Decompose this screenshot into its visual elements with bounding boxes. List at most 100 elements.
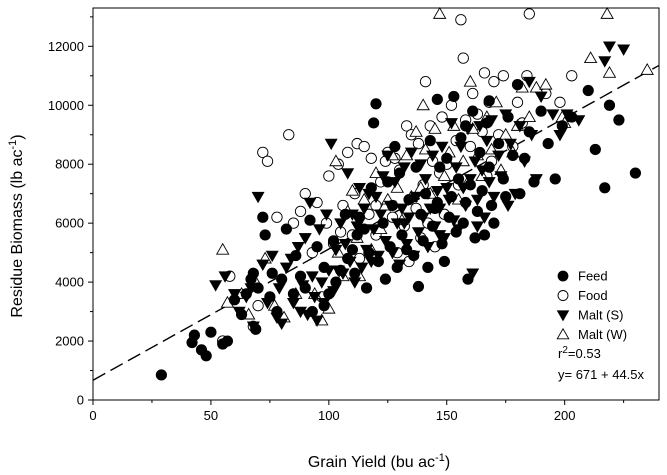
x-tick-label: 50 (204, 408, 218, 423)
data-point-malt-w (432, 7, 447, 19)
r-squared-label: r2=0.53 (558, 345, 601, 361)
data-point-malt-s (503, 138, 517, 151)
data-point-malt-s (433, 230, 447, 242)
data-point-malt-s (322, 265, 336, 277)
data-point-feed (311, 241, 323, 253)
data-point-feed (431, 93, 443, 105)
legend-marker-malt-s (556, 310, 570, 322)
data-point-malt-s (449, 162, 463, 174)
data-point-malt-s (456, 183, 470, 195)
data-point-malt-s (598, 56, 612, 68)
data-point-food (353, 252, 366, 265)
data-point-malt-w (329, 154, 343, 167)
data-point-feed (200, 350, 212, 362)
data-point-malt-s (298, 233, 312, 245)
data-point-feed (346, 244, 359, 256)
data-point-malt-s (470, 221, 484, 233)
data-point-malt-s (499, 109, 513, 121)
y-tick-label: 10000 (48, 98, 84, 113)
data-point-feed (493, 137, 505, 150)
data-point-feed (280, 223, 292, 235)
data-point-feed (599, 182, 611, 194)
regression-annotation: r2=0.53 y= 671 + 44.5x (558, 345, 645, 382)
data-point-feed (462, 273, 474, 285)
data-point-food (294, 205, 307, 218)
data-point-food (566, 70, 578, 82)
legend-marker-food (557, 290, 569, 301)
data-point-malt-s (447, 215, 461, 227)
data-point-malt-s (466, 268, 480, 280)
data-point-food (257, 146, 269, 159)
data-point-feed (483, 95, 495, 107)
data-point-malt-s (270, 312, 284, 325)
data-point-malt-s (383, 200, 397, 213)
data-point-food (365, 152, 377, 164)
regression-line (92, 64, 660, 381)
data-point-feed (259, 229, 271, 241)
data-point-feed (549, 173, 561, 185)
data-point-feed (434, 161, 446, 173)
data-point-malt-s (232, 306, 246, 319)
data-point-malt-s (261, 297, 275, 310)
data-point-malt-s (209, 280, 223, 292)
data-point-malt-s (501, 200, 515, 213)
data-point-feed (360, 282, 373, 294)
data-point-malt-w (416, 98, 430, 111)
data-point-malt-s (338, 239, 352, 251)
data-point-feed (396, 229, 408, 241)
data-point-malt-s (560, 109, 574, 121)
data-point-malt-s (553, 129, 567, 142)
data-point-malt-s (411, 227, 425, 239)
x-tick-label: 0 (89, 408, 96, 423)
data-point-malt-s (480, 135, 494, 148)
data-point-feed (556, 120, 568, 132)
data-point-malt-s (602, 41, 616, 53)
data-point-malt-s (251, 191, 265, 204)
data-point-malt-s (393, 259, 407, 272)
legend-label-feed: Feed (578, 269, 608, 284)
data-point-malt-s (308, 292, 322, 304)
data-point-malt-s (327, 286, 341, 298)
data-point-feed (205, 326, 217, 338)
y-tick-label: 12000 (48, 39, 84, 54)
data-point-malt-s (256, 259, 270, 272)
data-point-feed (582, 84, 594, 97)
data-point-malt-s (492, 150, 506, 162)
data-point-malt-s (473, 121, 487, 133)
data-point-malt-s (421, 241, 435, 254)
regression-equation: y= 671 + 44.5x (558, 367, 645, 382)
data-point-malt-s (433, 203, 447, 216)
data-point-food (511, 96, 524, 108)
data-point-feed (276, 273, 288, 285)
data-point-malt-s (284, 253, 298, 266)
data-point-malt-s (428, 221, 442, 233)
axes-layer (92, 7, 660, 401)
data-point-feed (438, 255, 450, 268)
data-point-malt-s (409, 191, 423, 204)
data-point-malt-s (426, 150, 440, 162)
data-point-malt-s (534, 91, 548, 104)
data-point-malt-s (305, 271, 319, 283)
legend-label-malt-w: Malt (W) (578, 327, 627, 342)
data-point-malt-s (513, 121, 527, 133)
data-point-malt-s (386, 247, 400, 260)
data-point-malt-w (640, 63, 654, 75)
data-point-malt-s (312, 224, 326, 236)
y-tick-label: 2000 (55, 334, 84, 349)
data-point-feed (488, 217, 500, 229)
data-point-malt-s (444, 118, 458, 130)
data-point-food (554, 96, 566, 108)
data-point-malt-s (272, 283, 286, 295)
legend: Feed Food Malt (S) Malt (W) (556, 269, 627, 342)
data-point-malt-s (303, 197, 317, 210)
data-point-malt-s (376, 171, 390, 183)
data-point-malt-s (404, 147, 418, 160)
data-point-malt-w (583, 51, 598, 64)
data-point-malt-s (397, 162, 411, 174)
legend-label-malt-s: Malt (S) (578, 308, 624, 323)
data-point-food (478, 67, 491, 79)
data-point-malt-s (360, 244, 374, 257)
data-point-malt-s (218, 271, 232, 283)
data-point-food (488, 76, 500, 88)
